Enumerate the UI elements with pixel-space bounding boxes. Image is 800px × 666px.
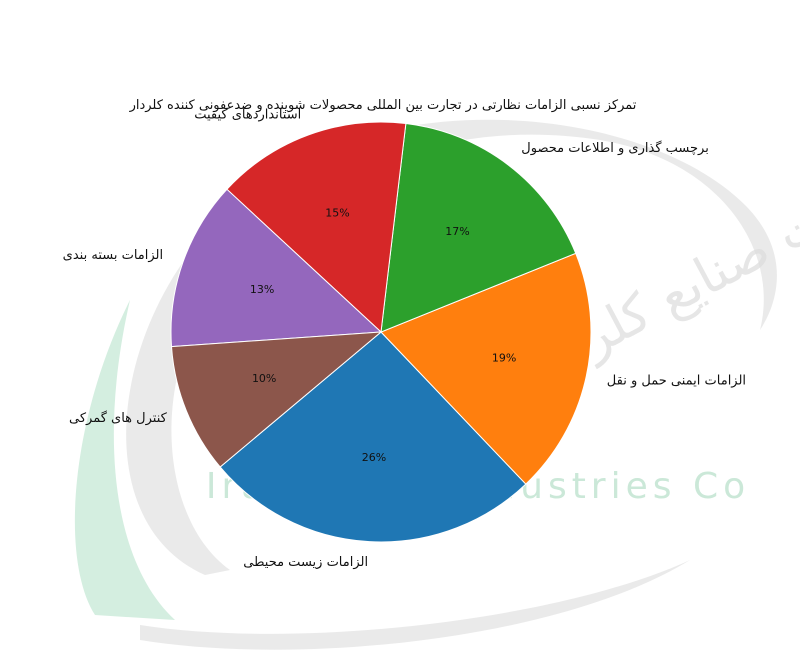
- slice-percent-label: 26%: [362, 451, 386, 464]
- slice-category-label: استانداردهای کیفیت: [194, 108, 301, 123]
- pie-slice: [170, 188, 383, 348]
- pie-slices: [170, 121, 592, 543]
- slice-category-label: الزامات بسته بندی: [63, 248, 163, 263]
- slice-percent-label: 15%: [325, 207, 349, 220]
- pie-slice: [170, 331, 383, 468]
- watermark-swoosh-green: [74, 300, 175, 620]
- chart-title: تمرکز نسبی الزامات نظارتی در تجارت بین ا…: [129, 98, 637, 113]
- pie-slice: [219, 331, 527, 543]
- slice-percent-label: 10%: [252, 372, 276, 385]
- slice-category-label: الزامات زیست محیطی: [243, 555, 368, 570]
- slice-category-label: برچسب گذاری و اطلاعات محصول: [521, 140, 709, 156]
- watermark-swoosh-gray: [126, 119, 777, 575]
- slice-percent-label: 19%: [492, 352, 516, 365]
- watermark-swoosh-lower: [140, 560, 690, 650]
- slice-percent-label: 17%: [445, 225, 469, 238]
- pie-slice: [226, 121, 407, 334]
- slice-category-label: کنترل های گمرکی: [69, 410, 168, 426]
- slice-labels: الزامات زیست محیطی الزامات ایمنی حمل و نق…: [63, 108, 746, 570]
- slice-category-label: الزامات ایمنی حمل و نقل: [607, 373, 746, 388]
- percent-labels: 26% 19% 17% 15% 13% 10%: [250, 207, 516, 464]
- pie-slice: [380, 122, 577, 333]
- slice-percent-label: 13%: [250, 283, 274, 296]
